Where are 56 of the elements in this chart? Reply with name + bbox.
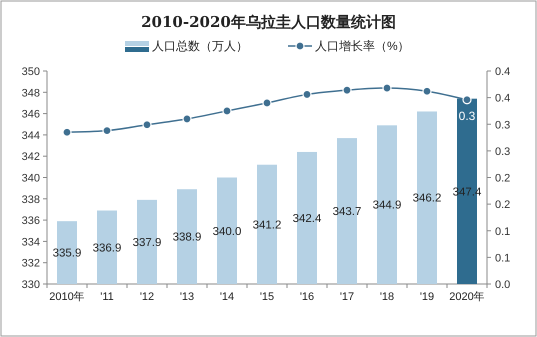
- y2-tick-label: 0.3: [495, 146, 510, 158]
- data-label: 0.3: [458, 108, 476, 123]
- x-tick-label: '12: [140, 291, 154, 303]
- y-tick-label: 348: [22, 87, 40, 100]
- data-label: 335.9: [52, 248, 82, 260]
- y2-tick-label: 0.0: [495, 279, 510, 291]
- data-label: 346.2: [412, 192, 442, 205]
- point: [382, 83, 392, 93]
- y2-tick-label: 0.1: [495, 226, 510, 238]
- y-tick-label: 346: [22, 108, 40, 121]
- x-tick-label: 2020年: [449, 291, 485, 303]
- x-tick-label: '14: [220, 291, 234, 303]
- y-tick-label: 344: [22, 130, 40, 142]
- point: [182, 114, 192, 124]
- y-tick-label: 338: [22, 194, 40, 206]
- point: [422, 86, 432, 96]
- y-tick-label: 336: [22, 215, 40, 228]
- legend-label: 人口总数（万人）: [152, 39, 248, 53]
- data-label: 336.9: [92, 242, 122, 254]
- y2-tick-label: 0.2: [495, 172, 510, 184]
- data-label: 343.7: [332, 206, 362, 218]
- x-tick-label: 2010年: [49, 291, 85, 303]
- point: [142, 120, 152, 130]
- x-tick-label: '11: [100, 291, 114, 303]
- y-tick-label: 332: [22, 258, 40, 270]
- data-label: 342.4: [292, 212, 322, 225]
- y2-tick-label: 0.2: [495, 199, 510, 212]
- y2-tick-label: 0.4: [495, 92, 510, 105]
- chart-title: 2010-2020年乌拉圭人口数量统计图: [141, 13, 396, 31]
- x-tick-label: '19: [420, 291, 434, 303]
- data-label: 340.0: [212, 226, 242, 238]
- point: [102, 126, 112, 136]
- x-tick-label: '15: [260, 291, 274, 303]
- y-tick-label: 330: [22, 279, 40, 291]
- y2-tick-label: 0.3: [495, 119, 510, 132]
- point: [342, 86, 352, 95]
- point: [262, 98, 272, 108]
- y-tick-label: 342: [22, 151, 40, 164]
- x-tick-label: '18: [380, 291, 394, 303]
- data-label: 338.9: [172, 232, 202, 244]
- point: [462, 95, 472, 104]
- data-label: 344.9: [372, 200, 402, 212]
- legend-label: 人口增长率（%）: [315, 39, 410, 53]
- x-tick-label: '17: [340, 291, 354, 303]
- y-tick-label: 334: [22, 236, 40, 248]
- data-label: 341.2: [252, 219, 282, 232]
- point: [62, 128, 72, 137]
- x-tick-label: '13: [180, 291, 194, 303]
- y-tick-label: 340: [22, 172, 40, 184]
- point: [222, 106, 232, 116]
- y-tick-label: 350: [22, 66, 40, 78]
- y2-tick-label: 0.4: [495, 66, 510, 78]
- point: [302, 90, 312, 100]
- x-tick-label: '16: [300, 291, 314, 303]
- y2-tick-label: 0.1: [495, 252, 510, 264]
- data-label: 337.9: [132, 236, 162, 249]
